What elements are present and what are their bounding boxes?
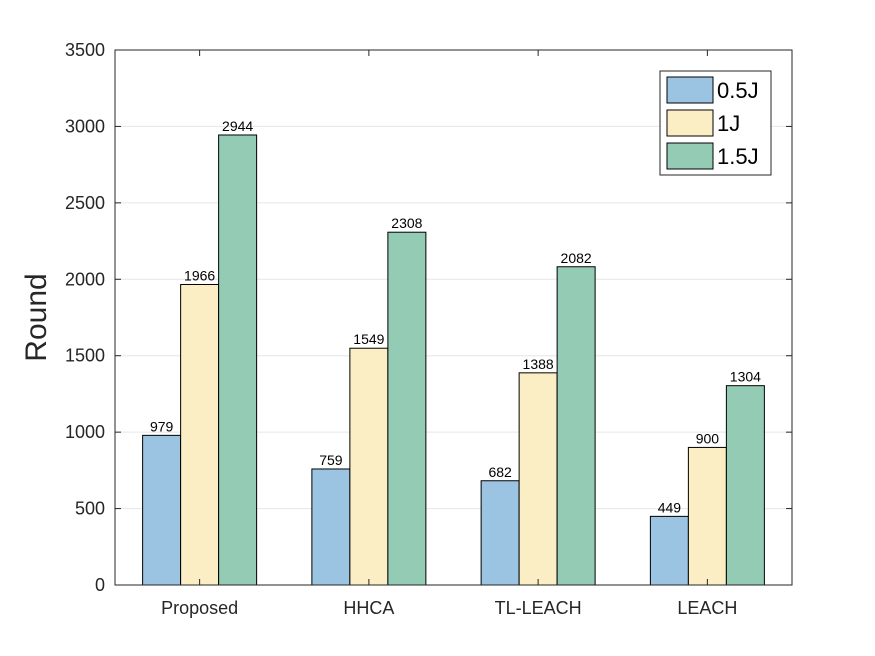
bar [218,134,258,586]
x-tick-label: HHCA [343,598,394,618]
data-label: 1304 [730,369,761,385]
legend: 0.5J 1J 1.5J [659,70,772,176]
bar [311,468,351,586]
x-tick-label: TL-LEACH [495,598,582,618]
bar [349,347,389,586]
y-axis-label: Round [20,273,53,361]
bar [725,385,765,586]
data-label: 2944 [222,118,253,134]
bar [518,372,558,586]
bars [142,134,765,586]
data-label: 759 [319,452,343,468]
bar [387,231,427,586]
bar [480,480,520,586]
bar [687,446,727,586]
legend-label: 0.5J [717,78,759,103]
y-tick-label: 3500 [65,40,105,60]
x-axis-ticks: Proposed HHCA TL-LEACH LEACH [161,50,737,618]
data-label: 1388 [523,356,554,372]
y-tick-label: 2500 [65,193,105,213]
data-label: 900 [696,430,720,446]
data-label: 2308 [391,215,422,231]
legend-label: 1J [717,111,740,136]
data-label: 979 [150,418,174,434]
y-tick-label: 3000 [65,116,105,136]
data-label: 1549 [353,331,384,347]
legend-label: 1.5J [717,144,759,169]
data-label: 1966 [184,267,215,283]
plot-frame [114,49,793,586]
bar [556,266,596,586]
y-tick-label: 500 [75,499,105,519]
x-tick-label: LEACH [677,598,737,618]
bar [180,283,220,586]
x-tick-label: Proposed [161,598,238,618]
y-tick-label: 1000 [65,422,105,442]
data-labels: 979 1966 2944 759 1549 2308 682 1388 2082 449 900 1… [150,118,761,515]
y-tick-label: 1500 [65,346,105,366]
legend-swatch [666,76,714,104]
bar [649,515,689,586]
bar [142,434,182,586]
data-label: 2082 [561,250,592,266]
data-label: 682 [488,464,512,480]
y-tick-label: 0 [95,575,105,595]
legend-swatch [666,109,714,137]
y-tick-label: 2000 [65,269,105,289]
y-axis-ticks: 0 500 1000 1500 2000 2500 3000 3500 [65,40,792,595]
legend-swatch [666,142,714,170]
data-label: 449 [658,499,682,515]
